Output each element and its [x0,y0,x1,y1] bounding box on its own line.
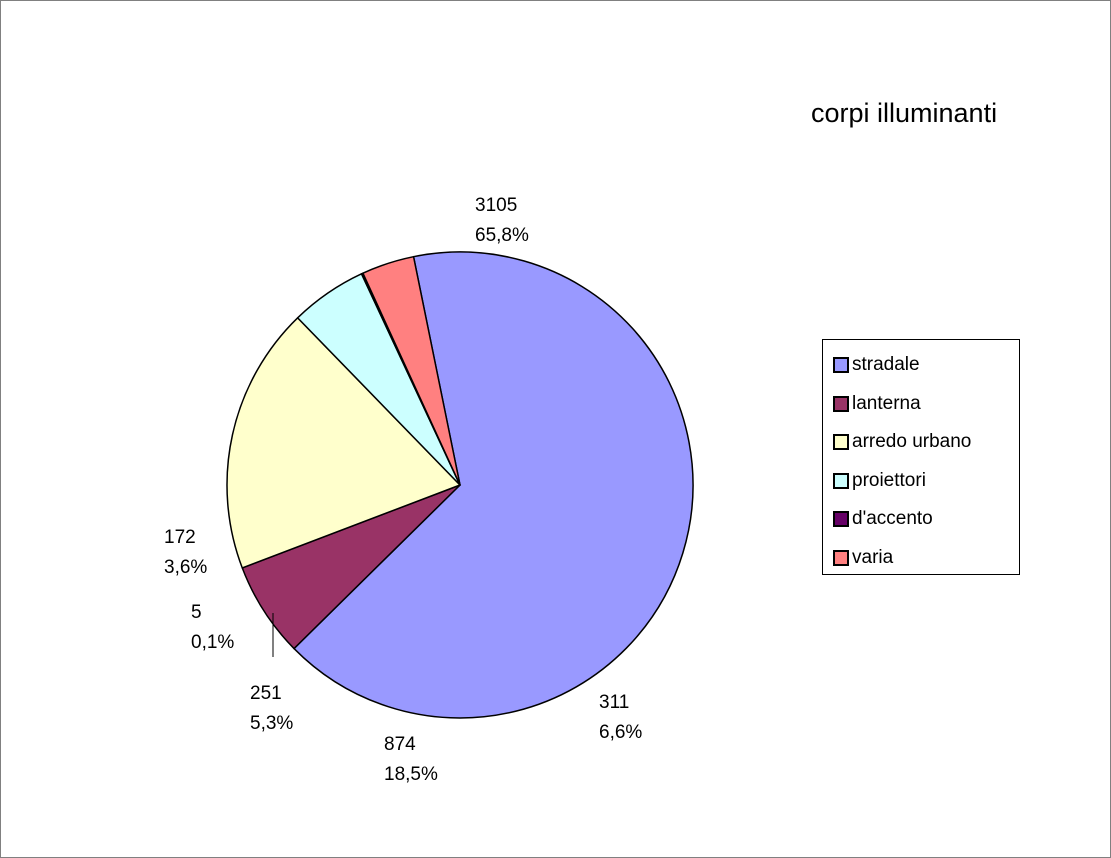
pie-slice-arredo-urbano [226,317,461,569]
data-label-value: 874 [384,734,416,755]
legend-swatch [833,395,849,412]
pie-slice-stradale [293,251,694,719]
data-label-d-accento: 5 0,1% [191,598,234,658]
legend-label: lanterna [852,392,921,414]
data-label-varia: 172 3,6% [164,523,207,583]
legend-swatch [833,511,849,527]
data-label-percent: 3,6% [164,557,208,578]
data-label-stradale: 3105 65,8% [475,191,529,251]
data-label-value: 311 [599,692,630,713]
data-label-lanterna: 311 6,6% [599,688,642,748]
data-label-percent: 0,1% [191,632,235,653]
chart-title: corpi illuminanti [811,98,998,128]
data-label-value: 172 [164,527,196,548]
data-label-value: 3105 [475,195,518,216]
data-label-value: 5 [191,602,202,623]
legend: stradale lanterna arredo urbano proiettori d… [822,339,1020,575]
legend-swatch [833,472,849,489]
legend-item-stradale: stradale [833,346,920,384]
legend-item-varia: varia [833,539,893,577]
pie-slice-varia [362,255,461,486]
legend-item-lanterna: lanterna [833,385,921,423]
data-label-value: 251 [250,683,282,704]
data-label-percent: 65,8% [475,225,529,246]
legend-label: d'accento [852,508,933,529]
legend-swatch [833,434,849,450]
data-label-arredo-urbano: 874 18,5% [384,730,438,790]
legend-item-arredo-urbano: arredo urbano [833,423,971,461]
legend-label: varia [852,546,894,568]
legend-item-d-accento: d'accento [833,500,933,538]
legend-label: arredo urbano [852,431,972,452]
data-label-percent: 18,5% [384,764,438,785]
legend-label: stradale [852,354,920,375]
data-label-percent: 6,6% [599,722,643,743]
data-label-percent: 5,3% [250,713,294,734]
legend-item-proiettori: proiettori [833,462,926,500]
legend-swatch [833,549,849,566]
legend-label: proiettori [852,469,926,491]
legend-swatch [833,357,849,373]
data-label-proiettori: 251 5,3% [250,679,293,739]
